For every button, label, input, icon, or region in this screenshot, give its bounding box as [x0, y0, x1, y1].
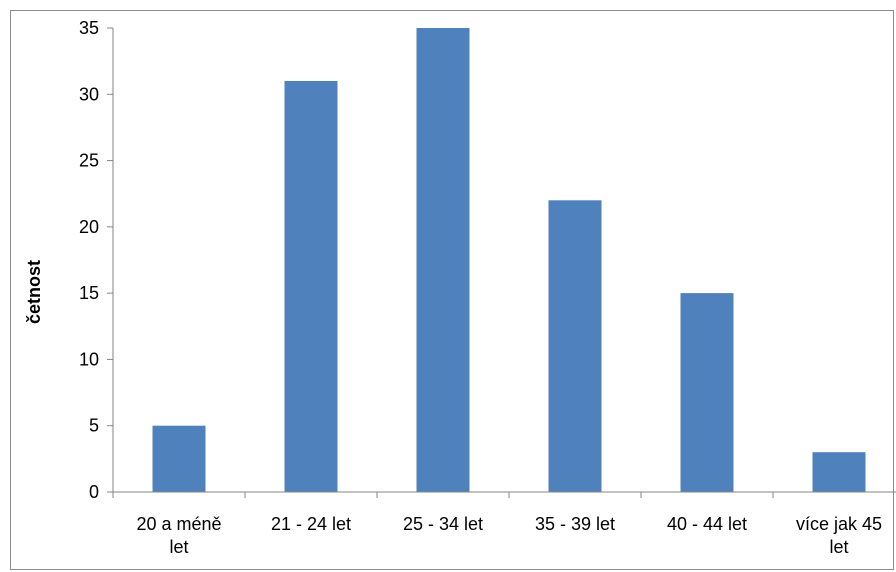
bar	[548, 200, 602, 493]
y-tick-label: 35	[79, 18, 99, 38]
y-tick-label: 20	[79, 217, 99, 237]
bar	[812, 452, 866, 492]
x-category-label-line: 25 - 34 let	[403, 514, 483, 534]
y-tick-label: 5	[89, 416, 99, 436]
x-category-label-line: více jak 45	[796, 514, 882, 534]
y-axis-title: četnost	[24, 260, 44, 324]
x-category-label: 40 - 44 let	[667, 514, 747, 534]
y-tick-label: 0	[89, 482, 99, 502]
bar	[284, 81, 338, 492]
y-tick-label: 15	[79, 283, 99, 303]
bar	[680, 293, 734, 492]
x-category-label-line: 20 a méně	[136, 514, 221, 534]
bars-group	[152, 28, 866, 493]
x-category-label: více jak 45 let	[796, 514, 882, 557]
bar	[416, 28, 470, 492]
x-category-label: 35 - 39 let	[535, 514, 615, 534]
x-category-label: 25 - 34 let	[403, 514, 483, 534]
axes-group	[112, 28, 896, 493]
x-category-label: 20 a méně let	[136, 514, 221, 557]
x-category-label-line: 35 - 39 let	[535, 514, 615, 534]
x-category-label-line: let	[169, 537, 188, 557]
x-category-label-line: 40 - 44 let	[667, 514, 747, 534]
y-tick-label: 25	[79, 151, 99, 171]
y-tick-label: 10	[79, 349, 99, 369]
bar	[152, 425, 206, 492]
x-category-label: 21 - 24 let	[271, 514, 351, 534]
y-tick-label: 30	[79, 84, 99, 104]
x-ticks-group: 20 a méně let 21 - 24 let 25 - 34 let 35 - 3…	[112, 492, 882, 557]
y-ticks-group: 0 5 10 15 20 25 30 35	[79, 18, 113, 502]
x-category-label-line: 21 - 24 let	[271, 514, 351, 534]
x-category-label-line: let	[829, 537, 848, 557]
